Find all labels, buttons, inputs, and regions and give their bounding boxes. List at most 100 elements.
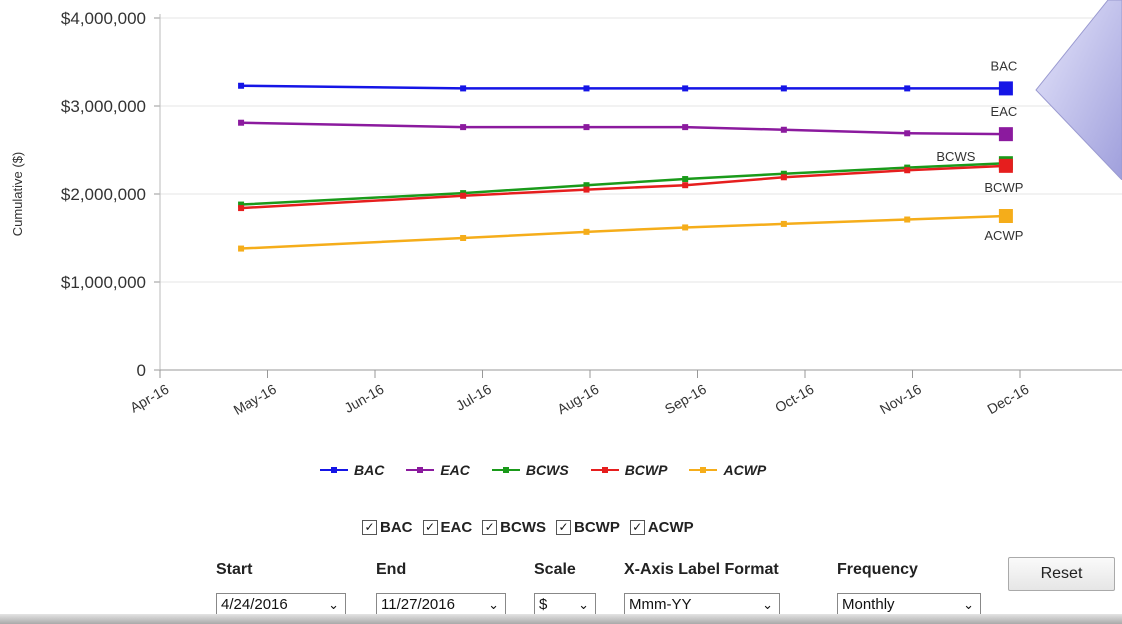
- end-date-value: 11/27/2016: [381, 596, 455, 613]
- data-point-bcws: [583, 182, 590, 189]
- series-end-label-eac: EAC: [991, 104, 1018, 119]
- chevron-down-icon: ⌄: [963, 597, 974, 612]
- checkmark-icon[interactable]: ✓: [556, 520, 571, 535]
- data-point-bcwp: [238, 205, 245, 212]
- checkmark-icon[interactable]: ✓: [362, 520, 377, 535]
- legend-label: BCWS: [525, 462, 569, 478]
- data-point-bac: [460, 85, 467, 92]
- legend-swatch: [590, 467, 619, 473]
- end-label: End: [376, 561, 407, 578]
- window-bottom-edge: [0, 614, 1122, 624]
- data-point-bcwp: [682, 182, 689, 189]
- checkmark-icon[interactable]: ✓: [422, 520, 438, 535]
- data-point-bcwp: [780, 174, 787, 181]
- y-tick-label: 0: [137, 361, 146, 380]
- chevron-down-icon: ⌄: [488, 597, 499, 612]
- xaxis-format-value: Mmm-YY: [629, 596, 692, 613]
- data-point-eac: [682, 124, 689, 131]
- data-point-bac: [682, 85, 689, 92]
- checkbox-acwp[interactable]: ✓ ACWP: [629, 519, 694, 536]
- legend-swatch: [406, 467, 435, 473]
- data-point-eac: [780, 126, 787, 133]
- y-axis-title: Cumulative ($): [10, 152, 25, 237]
- checkbox-eac[interactable]: ✓ EAC: [422, 519, 473, 536]
- series-line-bac: [241, 84, 1006, 90]
- y-tick-label: $1,000,000: [61, 273, 146, 292]
- data-point-bcws: [780, 170, 787, 177]
- series-end-label-bac: BAC: [991, 58, 1018, 73]
- y-tick-label: $3,000,000: [61, 97, 146, 116]
- data-point-bac: [238, 82, 245, 89]
- x-tick-label: Apr-16: [127, 381, 172, 416]
- data-point-acwp: [904, 216, 911, 223]
- data-point-eac: [583, 124, 590, 131]
- data-point-bcwp: [460, 192, 467, 199]
- x-tick-label: Oct-16: [772, 381, 817, 416]
- end-date-select[interactable]: 11/27/2016 ⌄: [376, 593, 506, 615]
- start-date-select[interactable]: 4/24/2016 ⌄: [216, 593, 346, 615]
- legend-item-bcws[interactable]: BCWS: [491, 462, 569, 478]
- scale-label: Scale: [534, 561, 576, 578]
- x-tick-label: May-16: [231, 381, 280, 418]
- xaxis-format-label: X-Axis Label Format: [624, 561, 779, 578]
- data-point-bcwp: [904, 167, 911, 174]
- x-tick-label: Aug-16: [554, 381, 601, 418]
- data-point-bcws: [238, 201, 245, 208]
- checkbox-label: BCWS: [500, 519, 546, 536]
- data-point-bac: [904, 85, 911, 92]
- chart-legend: BAC EAC BCWS BCWP ACWP: [320, 462, 766, 478]
- legend-label: BAC: [354, 462, 385, 478]
- checkbox-label: ACWP: [647, 519, 694, 536]
- legend-swatch: [320, 467, 348, 473]
- legend-item-eac[interactable]: EAC: [406, 462, 470, 478]
- x-tick-label: Dec-16: [984, 381, 1031, 418]
- page-corner-decoration: [1035, 0, 1122, 180]
- checkbox-bac[interactable]: ✓ BAC: [362, 519, 413, 536]
- checkbox-label: BAC: [380, 519, 413, 536]
- data-point-acwp: [682, 224, 689, 231]
- x-tick-label: Sep-16: [662, 381, 709, 418]
- series-line-bcws: [241, 161, 1006, 206]
- checkbox-bcws[interactable]: ✓ BCWS: [482, 519, 546, 536]
- end-marker-bcwp: [998, 158, 1013, 173]
- evm-line-chart: 0 $1,000,000 $2,000,000 $3,000,000 $4,000,00…: [10, 9, 1122, 418]
- y-tick-label: $4,000,000: [61, 9, 146, 28]
- legend-label: BCWP: [624, 462, 668, 478]
- series-end-label-acwp: ACWP: [984, 228, 1023, 243]
- series-end-label-bcws: BCWS: [936, 149, 975, 164]
- series-line-eac: [241, 121, 1006, 136]
- data-point-eac: [460, 124, 467, 131]
- data-point-bcwp: [583, 186, 590, 193]
- series-checkboxes: ✓ BAC ✓ EAC ✓ BCWS ✓ BCWP ✓ ACWP: [362, 519, 694, 536]
- checkbox-bcwp[interactable]: ✓ BCWP: [556, 519, 620, 536]
- scale-value: $: [539, 596, 548, 613]
- xaxis-format-select[interactable]: Mmm-YY ⌄: [624, 593, 780, 615]
- frequency-select[interactable]: Monthly ⌄: [837, 593, 981, 615]
- checkbox-label: EAC: [440, 519, 473, 536]
- x-tick-label: Nov-16: [877, 381, 924, 418]
- scale-select[interactable]: $ ⌄: [534, 593, 596, 615]
- start-date-value: 4/24/2016: [221, 596, 288, 613]
- legend-item-bcwp[interactable]: BCWP: [590, 462, 668, 478]
- chevron-down-icon: ⌄: [578, 597, 589, 612]
- y-tick-label: $2,000,000: [61, 185, 146, 204]
- chevron-down-icon: ⌄: [762, 597, 773, 612]
- data-point-bac: [583, 85, 590, 92]
- x-tick-label: Jul-16: [453, 381, 494, 414]
- legend-label: EAC: [440, 462, 470, 478]
- legend-item-bac[interactable]: BAC: [320, 462, 384, 478]
- legend-swatch: [689, 467, 718, 473]
- legend-swatch: [491, 467, 520, 473]
- end-marker-acwp: [998, 209, 1013, 223]
- data-point-bac: [780, 85, 787, 92]
- start-label: Start: [216, 561, 253, 578]
- frequency-label: Frequency: [837, 561, 918, 578]
- reset-button[interactable]: Reset: [1008, 557, 1115, 591]
- chevron-down-icon: ⌄: [328, 597, 339, 612]
- x-tick-label: Jun-16: [341, 381, 386, 416]
- end-marker-bac: [998, 81, 1013, 96]
- end-marker-eac: [998, 127, 1013, 142]
- legend-item-acwp[interactable]: ACWP: [689, 462, 766, 478]
- checkmark-icon[interactable]: ✓: [482, 520, 498, 535]
- checkmark-icon[interactable]: ✓: [629, 520, 645, 535]
